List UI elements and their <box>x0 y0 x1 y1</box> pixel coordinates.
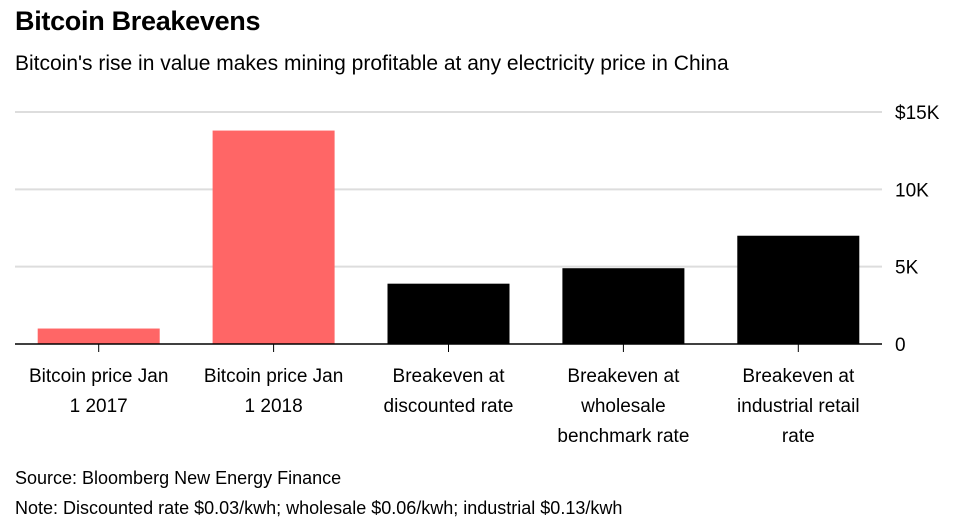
x-tick-label: Breakeven at wholesale benchmark rate <box>557 366 689 447</box>
x-tick-label: Breakeven at industrial retail rate <box>737 366 860 447</box>
chart-subtitle: Bitcoin's rise in value makes mining pro… <box>15 52 729 75</box>
chart-title: Bitcoin Breakevens <box>15 6 261 36</box>
y-tick-label: 10K <box>895 180 929 201</box>
bar <box>387 283 510 344</box>
bar <box>737 235 860 344</box>
footnote: Note: Discounted rate $0.03/kwh; wholesa… <box>15 498 623 518</box>
bar <box>562 268 685 344</box>
x-tick-label: Breakeven at discounted rate <box>384 366 514 417</box>
source-note: Source: Bloomberg New Energy Finance <box>15 468 342 488</box>
bar <box>212 130 335 344</box>
x-tick-label: Bitcoin price Jan 1 2017 <box>29 366 168 417</box>
y-tick-label: 0 <box>895 335 906 356</box>
y-tick-label: $15K <box>895 103 940 124</box>
bar <box>37 328 160 344</box>
x-tick-label: Bitcoin price Jan 1 2018 <box>204 366 343 417</box>
y-tick-label: 5K <box>895 258 919 279</box>
